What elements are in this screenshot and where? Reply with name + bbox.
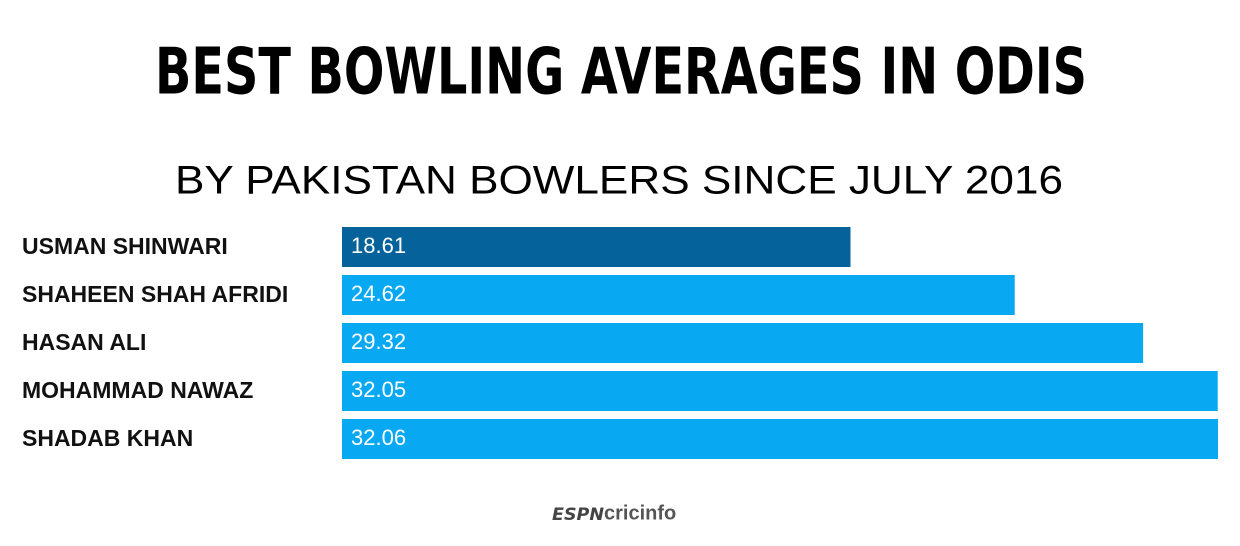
value-label: 32.06 [351,425,406,450]
value-label: 29.32 [351,329,406,354]
bar [342,275,1015,315]
logo-brand: ESPN [552,505,604,525]
value-label: 18.61 [351,233,406,258]
chart-title: BEST BOWLING AVERAGES IN ODIS [155,36,1087,110]
value-label: 32.05 [351,377,406,402]
bar [342,323,1144,363]
category-label: SHAHEEN SHAH AFRIDI [22,281,288,307]
category-label: SHADAB KHAN [22,425,193,451]
bar [342,419,1218,459]
category-label: USMAN SHINWARI [22,233,228,259]
category-label: MOHAMMAD NAWAZ [22,377,253,403]
chart-subtitle: BY PAKISTAN BOWLERS SINCE JULY 2016 [175,159,1063,203]
logo-name: cricinfo [604,502,676,524]
value-label: 24.62 [351,281,406,306]
bar [342,371,1218,411]
category-label: HASAN ALI [22,329,146,355]
bar [342,227,851,267]
